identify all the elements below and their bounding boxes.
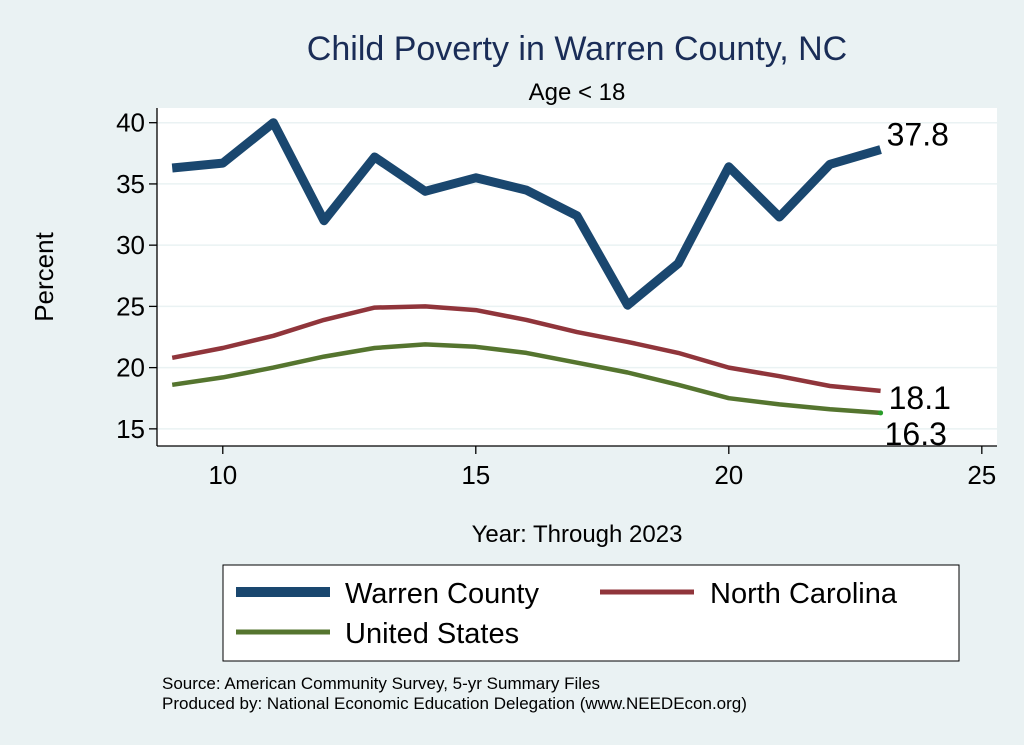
end-label-united-states: 16.3	[885, 416, 947, 452]
x-tick-label-15: 15	[461, 460, 490, 490]
series-line-warren-county	[171, 118, 882, 310]
x-axis-title: Year: Through 2023	[472, 521, 683, 548]
end-label-warren-county: 37.8	[887, 117, 949, 153]
legend-label-warren-county: Warren County	[345, 578, 539, 610]
y-axis-ticks: 15 20 25 30 35 40	[116, 108, 157, 444]
end-marker-united-states	[878, 410, 884, 416]
y-tick-label-30: 30	[116, 230, 145, 260]
y-tick-label-20: 20	[116, 353, 145, 383]
axes	[156, 108, 997, 447]
series-lines	[171, 118, 882, 416]
y-tick-label-40: 40	[116, 108, 145, 138]
legend-label-united-states: United States	[345, 618, 519, 650]
y-tick-label-15: 15	[116, 414, 145, 444]
y-axis-title: Percent	[29, 231, 59, 321]
legend: Warren County North Carolina United Stat…	[222, 564, 960, 662]
chart-title: Child Poverty in Warren County, NC	[307, 30, 847, 68]
x-tick-label-10: 10	[208, 460, 237, 490]
x-tick-label-25: 25	[967, 460, 996, 490]
gridlines	[157, 121, 997, 430]
source-note: Source: American Community Survey, 5-yr …	[162, 674, 600, 693]
legend-box	[222, 564, 960, 662]
y-tick-label-35: 35	[116, 169, 145, 199]
producer-note: Produced by: National Economic Education…	[162, 694, 747, 713]
end-label-north-carolina: 18.1	[889, 380, 951, 416]
chart-subtitle: Age < 18	[529, 79, 626, 106]
x-tick-label-20: 20	[714, 460, 743, 490]
series-end-labels: 37.8 18.116.3	[878, 117, 951, 452]
plot-area	[157, 108, 997, 446]
y-tick-label-25: 25	[116, 291, 145, 321]
series-line-north-carolina	[171, 304, 881, 394]
series-line-united-states	[171, 342, 881, 416]
legend-label-north-carolina: North Carolina	[710, 578, 898, 610]
x-axis-ticks: 10 15 20 25	[208, 446, 996, 490]
